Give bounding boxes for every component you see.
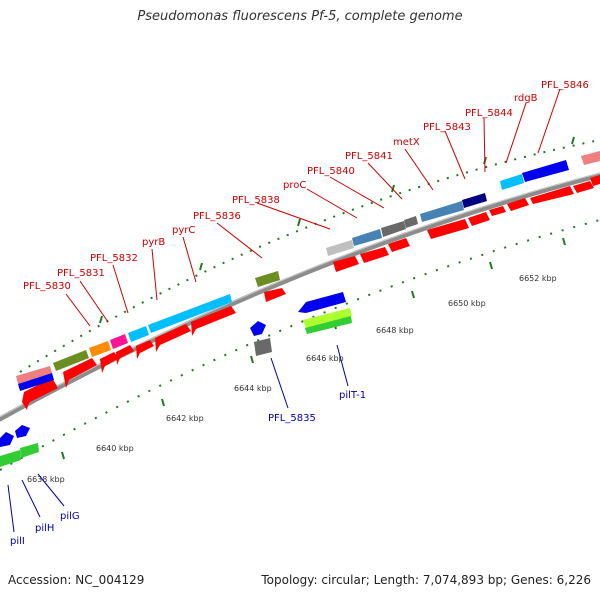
gene-label-pfl5835[interactable]: PFL_5835 xyxy=(268,413,316,424)
scale-label-6646: 6646 kbp xyxy=(306,354,344,363)
gene-label-pfl5840[interactable]: PFL_5840 xyxy=(307,166,355,177)
scale-label-6642: 6642 kbp xyxy=(166,414,204,423)
gene-label-pfl5843[interactable]: PFL_5843 xyxy=(423,122,471,133)
top-leader-lines xyxy=(65,88,561,327)
gene-label-metx[interactable]: metX xyxy=(393,137,420,148)
gene-label-pfl5844[interactable]: PFL_5844 xyxy=(465,108,513,119)
forward-genes xyxy=(22,175,600,410)
gene-label-pilh[interactable]: pilH xyxy=(35,523,54,534)
scale-label-6638: 6638 kbp xyxy=(27,475,65,484)
inner-tick-arc xyxy=(0,219,600,471)
genome-backbone xyxy=(0,172,600,422)
gene-label-pyrb[interactable]: pyrB xyxy=(142,237,165,248)
gene-label-pili[interactable]: pilI xyxy=(10,536,25,547)
gene-label-pfl5841[interactable]: PFL_5841 xyxy=(345,151,393,162)
forward-colored-genes xyxy=(16,151,600,391)
accession-text: Accession: NC_004129 xyxy=(8,573,145,587)
gene-label-pfl5830[interactable]: PFL_5830 xyxy=(23,281,71,292)
gene-label-proc[interactable]: proC xyxy=(283,180,306,191)
scale-label-6650: 6650 kbp xyxy=(448,299,486,308)
bottom-leader-lines xyxy=(7,344,349,533)
gene-label-pfl5838[interactable]: PFL_5838 xyxy=(232,195,280,206)
gene-label-pilg[interactable]: pilG xyxy=(60,511,80,522)
scale-label-6652: 6652 kbp xyxy=(519,274,557,283)
gene-label-pfl5836[interactable]: PFL_5836 xyxy=(193,211,241,222)
gene-label-pfl5832[interactable]: PFL_5832 xyxy=(90,253,138,264)
gene-label-pilt1[interactable]: pilT-1 xyxy=(339,390,366,401)
map-title: Pseudomonas fluorescens Pf-5, complete g… xyxy=(137,9,463,24)
scale-label-6644: 6644 kbp xyxy=(234,384,272,393)
outer-tick-arc xyxy=(19,139,600,373)
gene-label-pfl5846[interactable]: PFL_5846 xyxy=(541,80,589,91)
gene-label-pfl5831[interactable]: PFL_5831 xyxy=(57,268,105,279)
reverse-genes xyxy=(0,292,352,467)
gene-label-pyrc[interactable]: pyrC xyxy=(172,225,195,236)
scale-label-6648: 6648 kbp xyxy=(376,326,414,335)
gene-label-rdgb[interactable]: rdgB xyxy=(514,93,538,104)
scale-label-6640: 6640 kbp xyxy=(96,444,134,453)
inner-major-ticks xyxy=(61,237,566,460)
topology-text: Topology: circular; Length: 7,074,893 bp… xyxy=(261,573,591,587)
